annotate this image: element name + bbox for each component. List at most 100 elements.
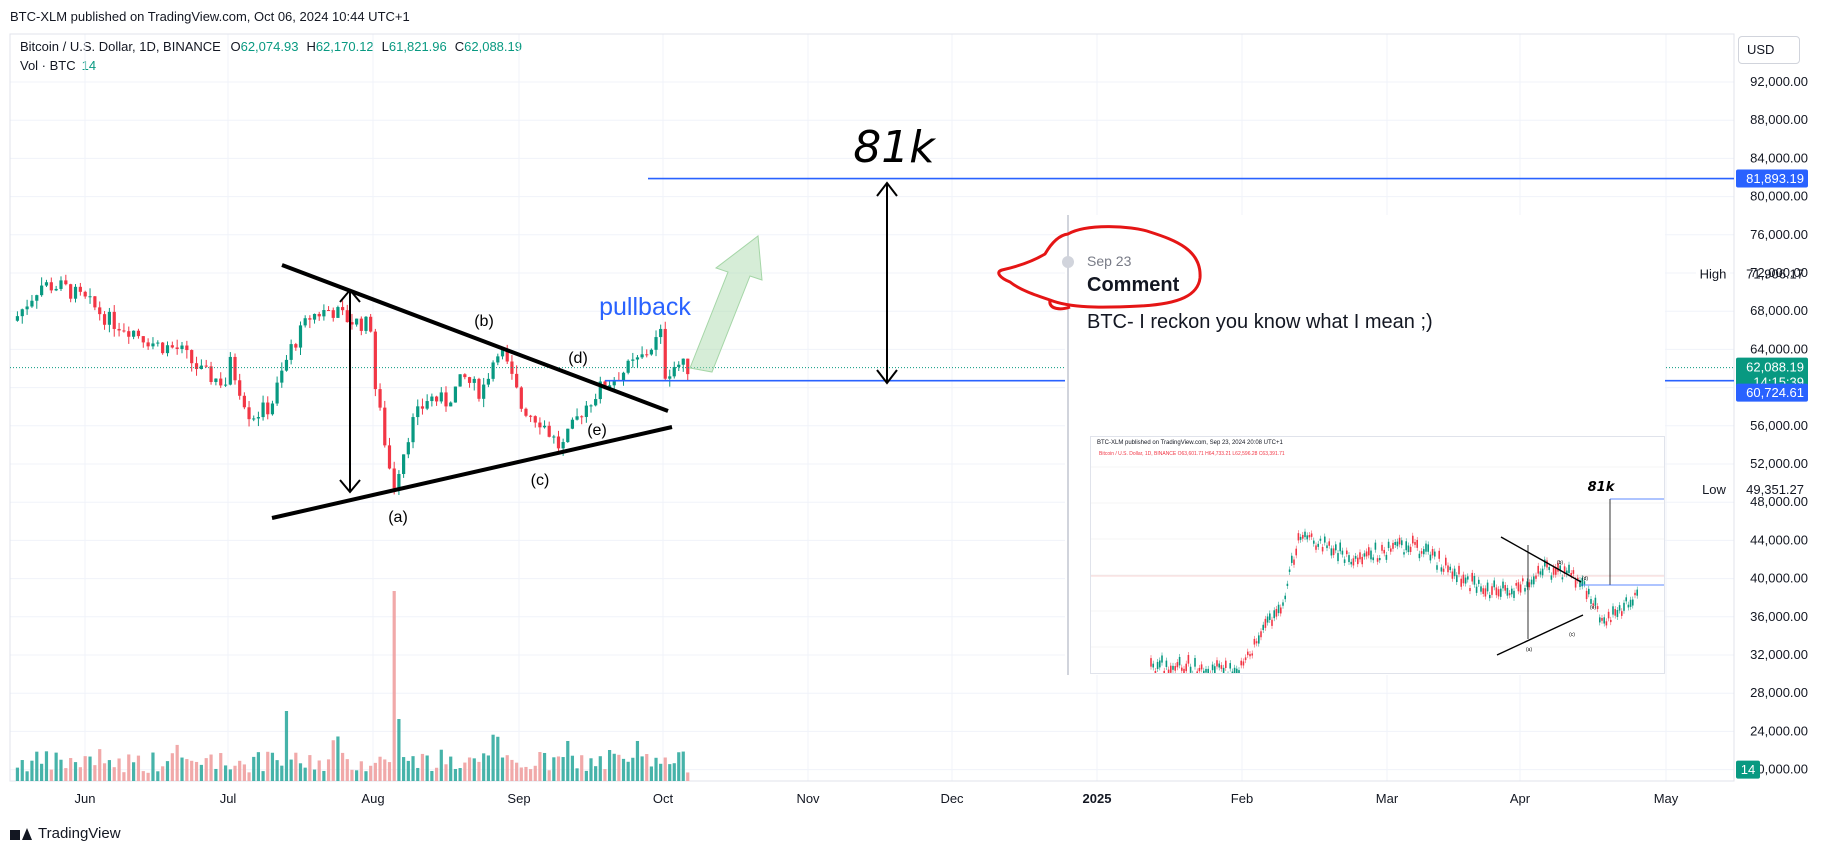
- volume-bar: [261, 771, 265, 781]
- inset-candle: [1583, 581, 1586, 585]
- volume-bar: [117, 758, 121, 781]
- symbol-legend[interactable]: Bitcoin / U.S. Dollar, 1D, BINANCE O62,0…: [20, 39, 530, 54]
- volume-bar: [635, 740, 640, 781]
- volume-bar: [378, 756, 382, 781]
- inset-candle: [1403, 552, 1405, 555]
- candle-body: [467, 377, 472, 383]
- price-tick-label: 84,000.00: [1750, 150, 1808, 165]
- price-tick-label: 24,000.00: [1750, 723, 1808, 738]
- volume-bar: [132, 762, 136, 781]
- candle-body: [141, 336, 145, 343]
- candle-body: [402, 454, 406, 475]
- inset-target-label: 81k: [1588, 480, 1616, 495]
- inset-candle: [1269, 613, 1271, 620]
- inset-candle: [1156, 661, 1159, 669]
- inset-candle: [1161, 655, 1163, 663]
- candle-body: [430, 396, 434, 402]
- timeline-dot-icon: [1062, 256, 1074, 268]
- candle-body: [252, 418, 256, 420]
- inset-wave-label: (b): [1557, 560, 1563, 566]
- volume-bar: [500, 757, 505, 781]
- inset-candle: [1603, 617, 1605, 624]
- candle-body: [280, 370, 284, 383]
- volume-bar: [102, 763, 107, 781]
- inset-candle: [1315, 545, 1317, 550]
- inset-candle: [1335, 544, 1337, 551]
- volume-bar: [280, 765, 284, 781]
- inset-candle: [1341, 550, 1344, 555]
- inset-candle: [1559, 565, 1561, 572]
- inset-candle: [1214, 666, 1216, 673]
- volume-bar: [612, 753, 616, 781]
- candle-body: [49, 282, 53, 291]
- triangle-upper-line: [281, 263, 669, 413]
- inset-triangle-upper: [1500, 536, 1582, 583]
- wave-label: (c): [531, 472, 550, 489]
- volume-bar: [505, 755, 509, 781]
- inset-candle: [1418, 553, 1421, 559]
- candle-body: [519, 387, 523, 409]
- volume-bar: [141, 771, 145, 781]
- price-tick-label: 80,000.00: [1750, 189, 1808, 204]
- inset-candle: [1425, 543, 1427, 552]
- volume-bar: [256, 752, 261, 781]
- inset-candle: [1207, 668, 1209, 673]
- inset-candle: [1548, 567, 1550, 570]
- volume-bar: [127, 754, 131, 781]
- inset-candle: [1154, 670, 1157, 673]
- candle-body: [247, 407, 251, 420]
- inset-candle: [1266, 616, 1269, 623]
- candle-body: [228, 356, 232, 385]
- candle-body: [170, 345, 174, 348]
- volume-bar: [223, 765, 228, 781]
- inset-candle: [1295, 548, 1297, 556]
- projection-arrow-icon: [689, 235, 763, 373]
- candle-body: [98, 307, 102, 315]
- inset-candle: [1412, 535, 1414, 544]
- candle-body: [598, 381, 602, 400]
- time-tick-label: Aug: [361, 791, 384, 806]
- inset-candle: [1172, 665, 1174, 670]
- price-tick-label: 52,000.00: [1750, 456, 1808, 471]
- volume-bar: [449, 756, 453, 781]
- currency-button[interactable]: USD: [1738, 36, 1800, 64]
- inset-candle: [1348, 555, 1350, 563]
- volume-bar: [54, 752, 58, 781]
- support-price-tag-bg: [1736, 383, 1808, 402]
- inset-candle: [1251, 653, 1253, 656]
- inset-candle: [1530, 579, 1533, 585]
- volume-bar: [98, 749, 102, 781]
- time-axis: Jun Jul Aug Sep Oct Nov Dec 2025 Feb Mar Apr May: [75, 791, 1679, 806]
- volume-bar: [204, 758, 208, 781]
- inset-candle: [1420, 551, 1423, 554]
- inset-candle: [1409, 546, 1412, 552]
- arrow-down-icon: [339, 479, 361, 494]
- volume-bar: [510, 759, 514, 781]
- inset-candle: [1500, 588, 1502, 597]
- volume-bar: [645, 754, 649, 781]
- ohlc-key-c: C: [454, 39, 465, 54]
- candle-body: [556, 436, 561, 449]
- time-tick-label: Jun: [75, 791, 96, 806]
- inset-candle: [1398, 537, 1401, 545]
- red-circle-annotation: [997, 225, 1202, 311]
- candle-body: [64, 280, 68, 285]
- volume-bar: [180, 757, 184, 781]
- tradingview-logo[interactable]: TradingView: [10, 825, 121, 842]
- volume-bar: [486, 755, 490, 781]
- candle-body: [44, 282, 49, 286]
- candle-body: [122, 330, 126, 332]
- inset-candle: [1319, 538, 1322, 541]
- candle-body: [289, 344, 293, 360]
- candle-body: [387, 445, 392, 469]
- candle-body: [107, 311, 111, 325]
- inset-candle: [1596, 606, 1599, 610]
- inset-candle: [1365, 551, 1368, 557]
- inset-candle: [1621, 611, 1623, 616]
- inset-candle: [1302, 534, 1304, 539]
- volume-bar: [383, 759, 387, 781]
- inset-candle: [1220, 665, 1223, 669]
- candle-body: [275, 382, 279, 404]
- candle-body: [350, 322, 354, 325]
